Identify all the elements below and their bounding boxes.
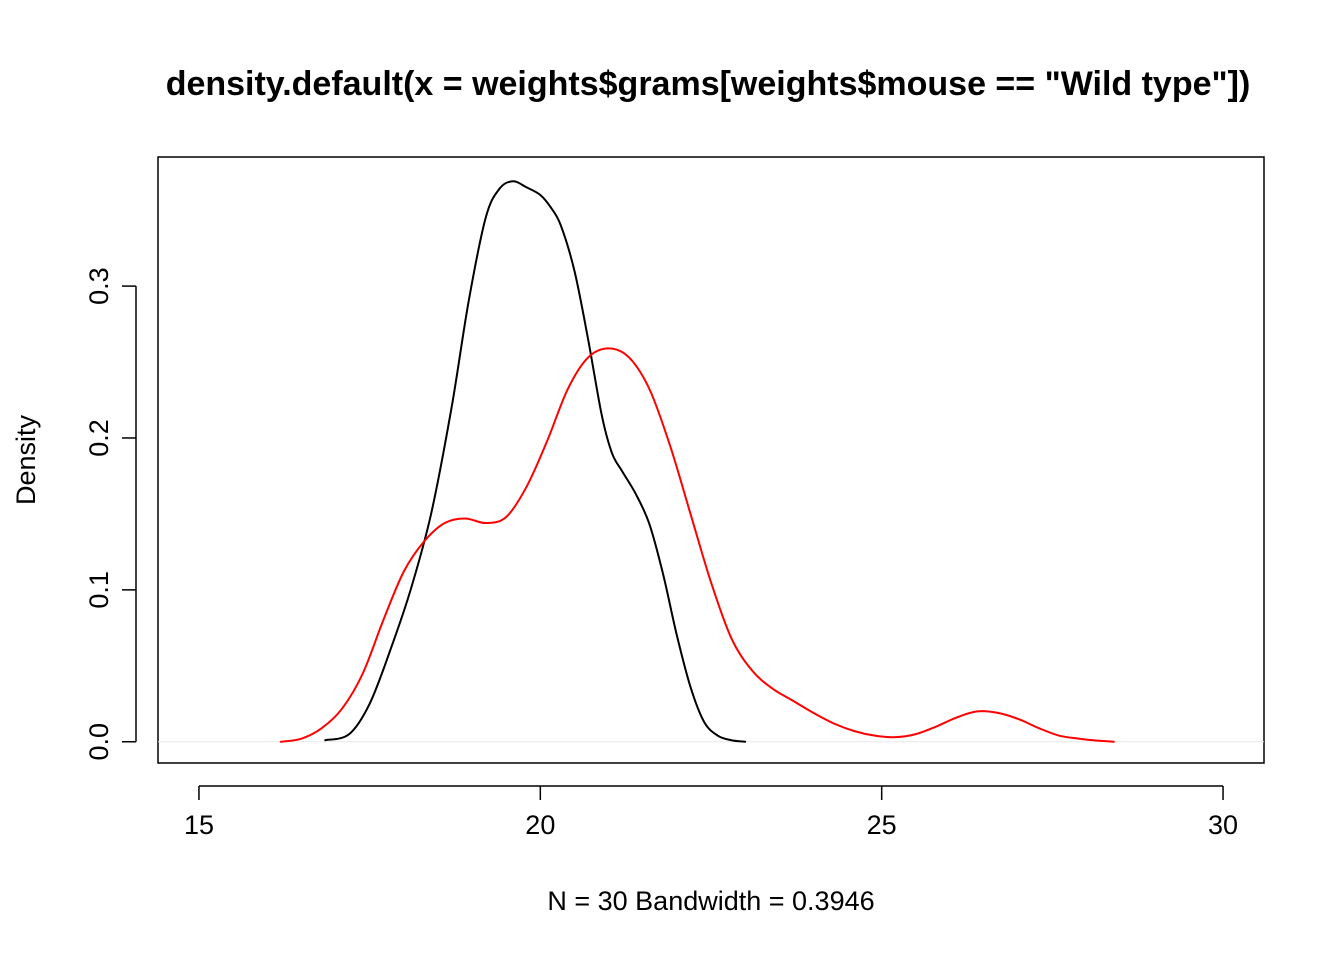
plot-frame [157, 156, 1265, 764]
series-group [279, 180, 1115, 743]
x-tick-label: 20 [525, 810, 555, 840]
density-curve-2 [279, 347, 1115, 743]
x-tick-label: 15 [184, 810, 214, 840]
x-tick-label: 25 [867, 810, 897, 840]
y-axis: 0.0 0.1 0.2 0.3 [84, 267, 137, 761]
x-axis: 15 20 25 30 [184, 785, 1238, 840]
density-curve-1 [324, 180, 747, 743]
x-tick-label: 30 [1208, 810, 1238, 840]
y-tick-label: 0.2 [84, 419, 114, 457]
y-tick-label: 0.0 [84, 723, 114, 761]
y-tick-label: 0.3 [84, 267, 114, 305]
x-axis-label: N = 30 Bandwidth = 0.3946 [547, 886, 874, 916]
chart-title: density.default(x = weights$grams[weight… [166, 65, 1251, 103]
y-tick-label: 0.1 [84, 571, 114, 609]
y-axis-label: Density [11, 414, 41, 505]
